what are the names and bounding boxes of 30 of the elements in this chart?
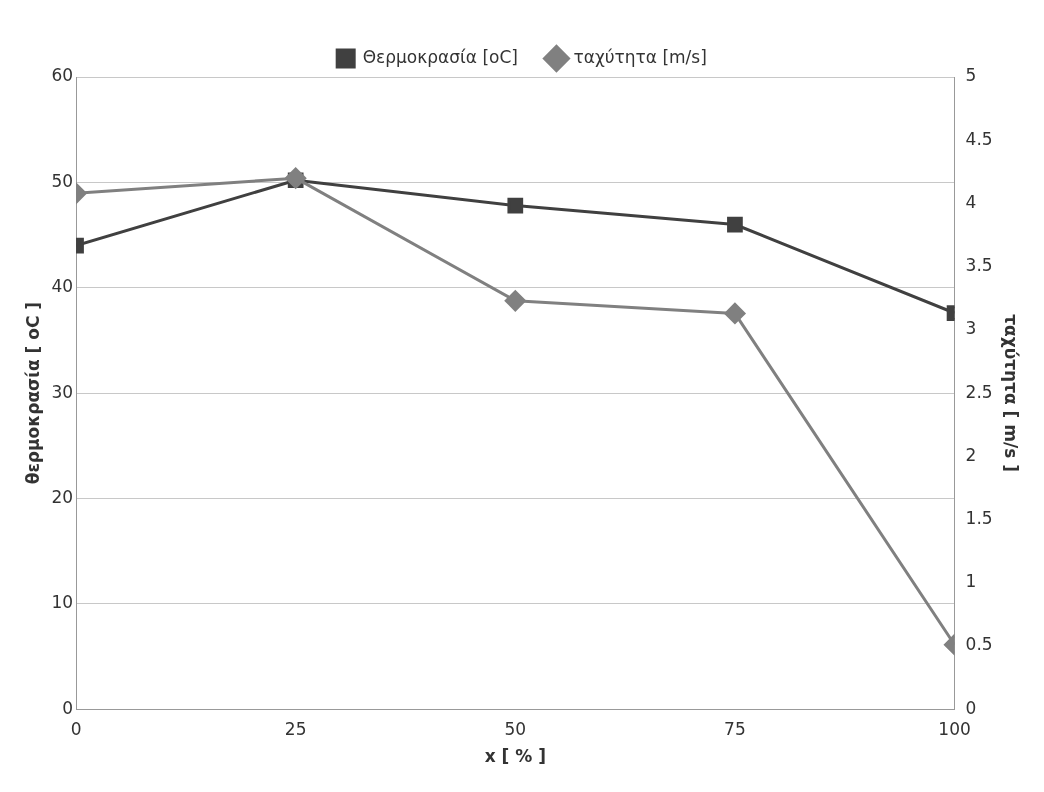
y-axis-title: θερμοκρασία [ oC ] — [22, 301, 43, 485]
x-tick-label: 25 — [284, 718, 307, 739]
y-tick-label: 50 — [51, 170, 74, 191]
y2-tick-label: 3 — [965, 318, 977, 339]
point — [504, 290, 526, 312]
x-tick-label: 50 — [504, 718, 527, 739]
y2-tick-label: 0 — [965, 697, 977, 718]
x-tick-label: 75 — [724, 718, 746, 739]
y2-tick-label: 0.5 — [965, 634, 993, 655]
y2-tick-label: 2.5 — [965, 381, 993, 402]
y-tick-label: 0 — [62, 697, 74, 718]
y2-tick-label: 1.5 — [965, 507, 993, 528]
x-tick-label: 100 — [938, 718, 971, 739]
legend-label: ταχύτητα [m/s] — [573, 46, 707, 67]
y-tick-label: 10 — [51, 592, 74, 613]
point — [507, 197, 524, 214]
y-tick-label: 60 — [51, 65, 74, 86]
y-tick-label: 40 — [51, 276, 74, 297]
y2-tick-label: 4.5 — [965, 128, 993, 149]
y-tick-label: 30 — [51, 381, 74, 402]
y2-tick-label: 2 — [965, 444, 977, 465]
y2-tick-label: 5 — [965, 65, 977, 86]
y2-tick-label: 1 — [965, 571, 977, 592]
y2-tick-label: 3.5 — [965, 255, 993, 276]
y2-axis-title: ταχύτητα [ m/s ] — [1001, 314, 1022, 472]
y2-tick-label: 4 — [965, 191, 977, 212]
x-axis-title: x [ % ] — [484, 746, 546, 767]
y-tick-label: 20 — [51, 486, 74, 507]
legend-label: Θερμοκρασία [oC] — [362, 46, 518, 67]
point — [727, 216, 743, 233]
